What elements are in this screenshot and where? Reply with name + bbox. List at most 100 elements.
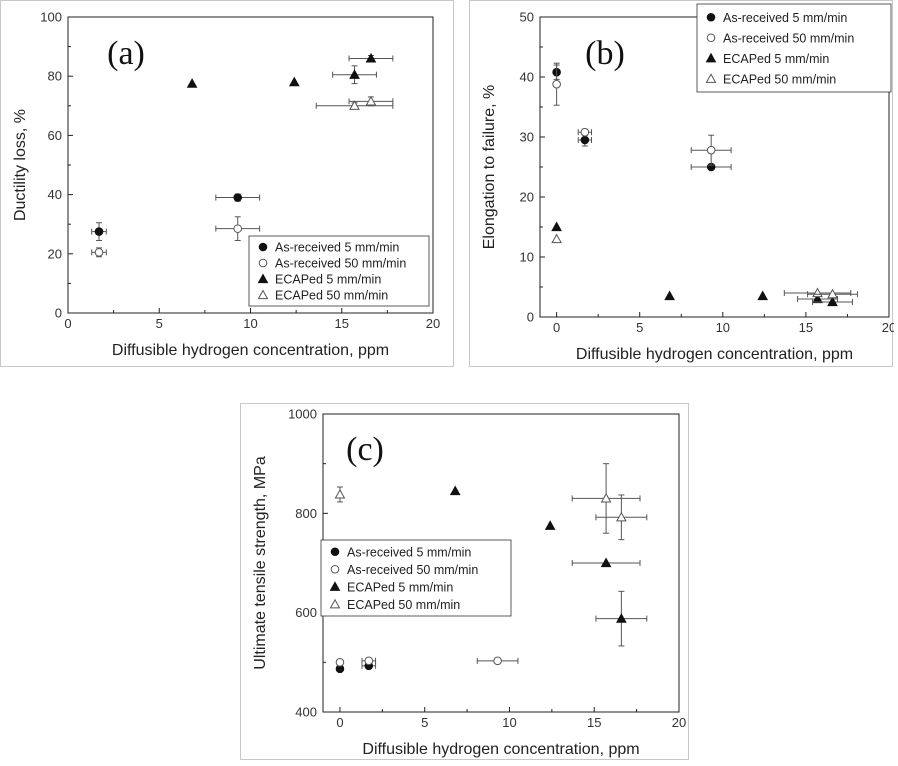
legend-marker: [330, 564, 340, 574]
legend-label: As-received 5 mm/min: [347, 545, 471, 559]
x-tick-label: 20: [882, 320, 894, 335]
y-tick-label: 40: [520, 70, 534, 85]
data-point: [186, 78, 198, 88]
data-point: [233, 224, 243, 233]
legend-label: ECAPed 50 mm/min: [723, 72, 836, 86]
data-point: [349, 69, 360, 79]
legend-marker: [706, 12, 716, 22]
data-point: [288, 76, 300, 87]
legend-label: ECAPed 5 mm/min: [275, 273, 381, 287]
panel-b: 0 5 10 15 20 0 10 20 30 40 50 Diffusible hydrogen c…: [469, 0, 896, 367]
data-point: [580, 135, 590, 145]
y-tick-label: 20: [520, 190, 534, 205]
x-axis-label: Diffusible hydrogen concentration, ppm: [112, 342, 389, 359]
y-axis-label: Ultimate tensile strength, MPa: [252, 456, 269, 670]
legend-marker: [329, 581, 341, 591]
legend-label: ECAPed 50 mm/min: [275, 289, 388, 303]
series-0: [91, 193, 261, 241]
data-point: [812, 293, 823, 304]
series-2: [186, 52, 394, 88]
data-point: [664, 290, 675, 301]
chart-c-svg: 0 5 10 15 20 400 600 800 1000 Diffusible hydrogen…: [252, 407, 686, 759]
data-point: [616, 613, 627, 623]
panel-a: 0 5 10 15 20 0 20 40 60 80 100 Diffusible hydrogen …: [0, 0, 454, 367]
series-2: [449, 485, 648, 647]
data-point: [706, 145, 716, 155]
data-point: [365, 52, 377, 63]
data-point: [616, 511, 627, 522]
legend: As-received 5 mm/min As-received 50 mm/mi…: [696, 3, 892, 93]
data-point: [551, 233, 562, 244]
legend-label: As-received 50 mm/min: [275, 257, 406, 271]
legend-label: ECAPed 5 mm/min: [723, 52, 829, 66]
data-point: [349, 100, 360, 110]
y-tick-label: 600: [295, 605, 317, 620]
chart-b-svg: 0 5 10 15 20 0 10 20 30 40 50 Diffusible hydrogen c…: [481, 3, 896, 363]
x-tick-label: 20: [672, 715, 686, 730]
y-axis-label: Elongation to failure, %: [481, 85, 498, 250]
y-tick-label: 30: [520, 130, 534, 145]
series-1: [91, 216, 261, 258]
panel-label: (c): [346, 431, 384, 468]
legend-label: ECAPed 5 mm/min: [347, 580, 453, 594]
data-point: [827, 296, 838, 307]
legend-marker: [706, 33, 716, 43]
data-point: [365, 95, 377, 106]
y-tick-label: 20: [48, 246, 62, 261]
y-tick-label: 1000: [288, 407, 317, 422]
data-point: [551, 221, 562, 232]
x-axis-label: Diffusible hydrogen concentration, ppm: [362, 741, 639, 758]
legend-marker: [257, 289, 269, 300]
x-axis-label: Diffusible hydrogen concentration, ppm: [576, 346, 853, 363]
series-3: [315, 95, 394, 110]
data-point: [600, 557, 612, 568]
x-tick-label: 20: [426, 316, 440, 331]
data-point: [233, 193, 243, 202]
x-tick-label: 5: [156, 316, 163, 331]
y-tick-label: 40: [48, 187, 62, 202]
series-3: [334, 463, 648, 541]
data-point: [580, 127, 590, 137]
x-tick-label: 5: [636, 320, 643, 335]
legend-box: [320, 539, 512, 617]
data-point: [364, 656, 374, 666]
y-tick-label: 100: [40, 10, 62, 25]
legend-box: [248, 235, 430, 307]
x-tick-label: 5: [421, 715, 428, 730]
y-tick-label: 800: [295, 506, 317, 521]
legend-marker: [329, 598, 341, 609]
data-point: [757, 290, 769, 301]
panel-label: (b): [585, 35, 625, 72]
legend-marker: [258, 242, 268, 252]
y-tick-label: 80: [48, 69, 62, 84]
legend: As-received 5 mm/min As-received 50 mm/mi…: [248, 235, 430, 307]
data-point: [544, 520, 556, 530]
x-tick-label: 0: [336, 715, 343, 730]
series-1: [335, 656, 519, 667]
series-2: [551, 221, 853, 307]
x-tick-label: 15: [799, 320, 813, 335]
legend-marker: [257, 273, 269, 284]
legend-label: As-received 5 mm/min: [723, 11, 847, 25]
chart-a-svg: 0 5 10 15 20 0 20 40 60 80 100 Diffusible hydrogen …: [12, 10, 440, 360]
data-point: [600, 492, 612, 503]
legend-label: As-received 5 mm/min: [275, 241, 399, 255]
data-point: [493, 656, 502, 666]
x-tick-label: 10: [502, 715, 516, 730]
legend-label: As-received 50 mm/min: [723, 31, 854, 45]
y-tick-label: 400: [295, 705, 317, 720]
x-tick-label: 0: [553, 320, 560, 335]
y-tick-label: 50: [520, 10, 534, 25]
legend-label: As-received 50 mm/min: [347, 563, 478, 577]
x-tick-label: 15: [587, 715, 601, 730]
legend-label: ECAPed 50 mm/min: [347, 598, 460, 612]
y-tick-label: 60: [48, 128, 62, 143]
legend-box: [696, 3, 892, 93]
data-point: [334, 488, 346, 499]
data-point: [94, 248, 104, 257]
data-point: [827, 288, 838, 299]
y-tick-label: 10: [520, 250, 534, 265]
x-tick-label: 10: [243, 316, 257, 331]
data-point: [94, 227, 104, 236]
series-1: [552, 62, 732, 166]
